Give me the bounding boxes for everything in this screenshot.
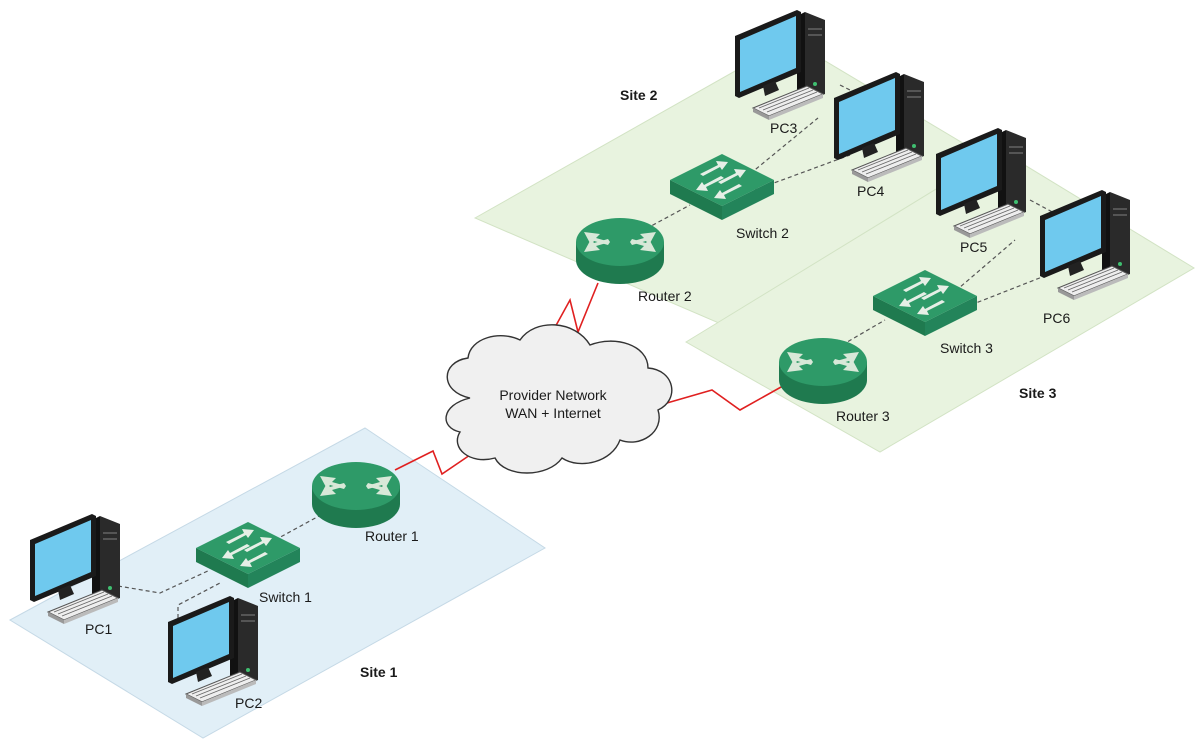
link-pc3-switch2 bbox=[744, 117, 819, 179]
link-pc5-pc6 bbox=[1029, 199, 1059, 216]
link-pc2-switch1 bbox=[177, 582, 221, 625]
pc-1-label: PC1 bbox=[85, 621, 112, 637]
router-2-label: Router 2 bbox=[638, 288, 692, 304]
site-1-plane bbox=[8, 427, 546, 739]
pc-5-label: PC5 bbox=[960, 239, 987, 255]
switch-1-label: Switch 1 bbox=[259, 589, 312, 605]
wan-link-router3 bbox=[659, 381, 791, 411]
site-2-label: Site 2 bbox=[620, 87, 658, 103]
pc-2-label: PC2 bbox=[235, 695, 262, 711]
router-3-label: Router 3 bbox=[836, 408, 890, 424]
router-icon bbox=[576, 218, 664, 284]
wan-links bbox=[394, 282, 791, 476]
wan-link-router2 bbox=[547, 282, 599, 341]
provider-network-cloud: Provider Network WAN + Internet bbox=[445, 324, 673, 474]
router-icon bbox=[312, 462, 400, 528]
link-switch3-router3 bbox=[841, 319, 886, 346]
cloud-icon bbox=[445, 324, 673, 474]
link-pc1-switch1 bbox=[117, 569, 211, 594]
pc-3-label: PC3 bbox=[770, 120, 797, 136]
site-3-label: Site 3 bbox=[1019, 385, 1057, 401]
site-1-label: Site 1 bbox=[360, 664, 398, 680]
cloud-line2: WAN + Internet bbox=[505, 405, 601, 421]
router-1-label: Router 1 bbox=[365, 528, 419, 544]
router-icon bbox=[779, 338, 867, 404]
switch-2-label: Switch 2 bbox=[736, 225, 789, 241]
switch-3-label: Switch 3 bbox=[940, 340, 993, 356]
wan-link-router1 bbox=[394, 449, 471, 476]
router-1[interactable] bbox=[312, 462, 400, 528]
router-2[interactable] bbox=[576, 218, 664, 284]
pc-6-label: PC6 bbox=[1043, 310, 1070, 326]
cloud-line1: Provider Network bbox=[499, 387, 607, 403]
router-3[interactable] bbox=[779, 338, 867, 404]
pc-4-label: PC4 bbox=[857, 183, 884, 199]
